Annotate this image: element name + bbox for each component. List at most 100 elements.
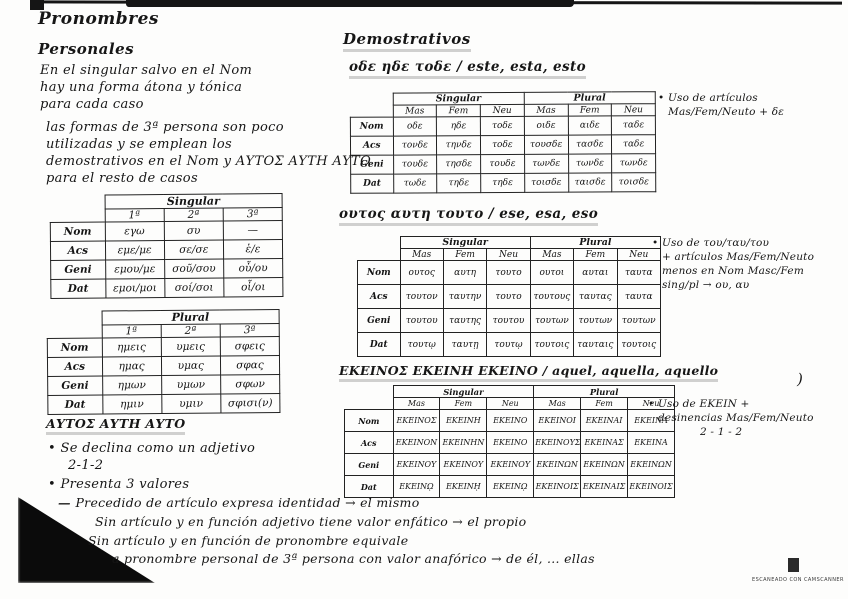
table-col-header: 3ª <box>219 323 280 338</box>
table-group-header: Singular <box>392 385 535 398</box>
table-cell: ημεις <box>101 337 162 358</box>
table-group-header: Plural <box>533 385 675 398</box>
table-row-label: Geni <box>357 308 401 333</box>
table-col-header: Fem <box>580 397 629 410</box>
table-cell: τουσδε <box>524 135 569 155</box>
table-cell: σφισι(ν) <box>220 393 280 414</box>
ekeinos-declension-table: Singular Plural Mas Fem Neu Mas Fem Neu Nom ΕΚΕΙΝ… <box>344 385 675 498</box>
intro-line: utilizadas y se emplean los <box>46 137 233 152</box>
table-cell: ταυτα <box>616 260 662 285</box>
table-row-label: Acs <box>47 357 103 377</box>
table-cell: σοί/σοι <box>164 278 224 298</box>
autos-heading: ΑΥΤΟΣ ΑΥΤΗ ΑΥΤΟ <box>46 416 186 435</box>
table-col-header: Mas <box>524 104 568 117</box>
table-row-label: Geni <box>344 453 394 476</box>
table-col-header: Fem <box>442 248 488 261</box>
autos-subitem: Precedido de artículo expresa identidad … <box>58 495 420 510</box>
table-row-label: Acs <box>357 284 401 309</box>
table-cell: εμου/με <box>105 259 165 280</box>
note-line: Uso de ΕΚΕΙΝ + <box>648 398 750 410</box>
table-col-header: Mas <box>399 248 444 261</box>
table-cell: ταυτας <box>573 284 618 309</box>
table-cell: σε/σε <box>164 240 224 260</box>
table-cell: εγω <box>104 221 165 242</box>
table-cell: ΕΚΕΙΝΟ <box>486 431 535 454</box>
table-row-label: Dat <box>357 332 401 357</box>
table-cell: ταυταις <box>573 332 618 357</box>
table-cell: εμε/με <box>104 240 165 261</box>
table-cell: τοισδε <box>524 173 569 193</box>
table-col-header: Mas <box>529 248 575 261</box>
table-cell: οιδε <box>524 116 568 136</box>
table-cell: ταυτης <box>442 308 488 333</box>
table-row-label: Dat <box>50 279 106 299</box>
table-col-header: 1ª <box>104 208 164 223</box>
table-cell: ΕΚΕΙΝΑ <box>627 431 675 454</box>
table-corner <box>350 93 393 105</box>
table-cell: ΕΚΕΙΝΩΝ <box>627 453 675 476</box>
stray-paren-mark: ) <box>797 370 803 388</box>
table-group-header: Plural <box>101 309 280 326</box>
table-col-header: 2ª <box>163 208 224 222</box>
note-line: + artículos Mas/Fem/Neuto <box>662 251 815 263</box>
intro-line: las formas de 3ª persona son poco <box>46 120 284 135</box>
table-cell: ΕΚΕΙΝΟΥ <box>392 453 441 476</box>
table-cell: τασδε <box>567 134 612 155</box>
table-cell: ΕΚΕΙΝΟ <box>486 409 535 432</box>
autos-bullet-cont: 2-1-2 <box>68 458 104 473</box>
table-cell: τουτων <box>616 308 662 333</box>
table-cell: σοῦ/σου <box>164 259 224 279</box>
autos-bullet: Se declina como un adjetivo <box>48 441 255 456</box>
note-line: desinencias Mas/Fem/Neuto <box>658 412 814 424</box>
table-row-label: Nom <box>344 409 394 432</box>
intro-line: demostrativos en el Nom y ΑΥΤΟΣ ΑΥΤΗ ΑΥΤ… <box>46 154 372 169</box>
note-line: Uso de του/ταυ/του <box>652 237 769 249</box>
table-col-header: Fem <box>436 104 481 117</box>
ekeinos-heading: ΕΚΕΙΝΟΣ ΕΚΕΙΝΗ ΕΚΕΙΝΟ / aquel, aquella, … <box>339 363 719 382</box>
personal-pronouns-plural-table: Plural 1ª 2ª 3ª Nom ημεις υμεις σφεις Acs ημας υμα… <box>47 309 281 415</box>
table-cell: ΕΚΕΙΝΟΥ <box>486 453 535 476</box>
table-row-label: Nom <box>350 117 393 137</box>
table-cell: ημιν <box>102 394 162 415</box>
table-cell: τουτου <box>486 308 531 333</box>
table-cell: υμεις <box>160 337 221 357</box>
table-corner <box>50 209 105 222</box>
table-cell: τωδε <box>393 173 438 194</box>
table-col-header: Neu <box>486 248 531 261</box>
table-cell: ταυτα <box>616 284 662 309</box>
table-row-label: Geni <box>350 155 394 175</box>
table-cell: τωνδε <box>568 153 612 174</box>
table-cell: ΕΚΕΙΝΟΙΣ <box>533 475 582 498</box>
autos-subitem: Sin artículo y en función de pronombre e… <box>88 533 409 548</box>
table-cell: οδε <box>392 116 437 137</box>
note-line: menos en Nom Masc/Fem <box>662 265 804 277</box>
table-col-header: Fem <box>567 103 612 117</box>
table-row-label: Nom <box>50 222 105 242</box>
table-cell: οὗ/ου <box>223 258 283 279</box>
table-corner <box>47 325 102 338</box>
table-cell: τησδε <box>436 154 481 174</box>
table-cell: αυται <box>573 260 618 285</box>
table-cell: ΕΚΕΙΝΩΝ <box>533 453 582 476</box>
table-row-label: Dat <box>344 475 394 498</box>
table-cell: ημας <box>101 356 162 377</box>
table-cell: ΕΚΕΙΝῼ <box>392 475 441 498</box>
table-group-header: Plural <box>529 236 662 249</box>
table-row-label: Nom <box>357 260 401 285</box>
table-corner <box>50 195 105 209</box>
table-cell: ΕΚΕΙΝΟΙΣ <box>627 475 675 498</box>
table-cell: ταδε <box>611 115 656 135</box>
table-cell: τωνδε <box>524 154 569 174</box>
table-cell: ΕΚΕΙΝΟΙ <box>533 409 582 432</box>
table-corner <box>47 311 102 325</box>
intro-line: para el resto de casos <box>46 171 198 186</box>
table-col-header: Mas <box>392 104 437 118</box>
note-line: Mas/Fem/Neuto + δε <box>668 106 785 118</box>
intro-line: hay una forma átona y tónica <box>40 80 243 95</box>
table-cell: τονδε <box>392 135 437 156</box>
table-row-label: Nom <box>47 338 102 358</box>
intro-line: En el singular salvo en el Nom <box>40 63 253 78</box>
table-cell: αυτη <box>442 260 488 285</box>
table-cell: αιδε <box>567 115 612 136</box>
table-cell: συ <box>163 221 224 241</box>
